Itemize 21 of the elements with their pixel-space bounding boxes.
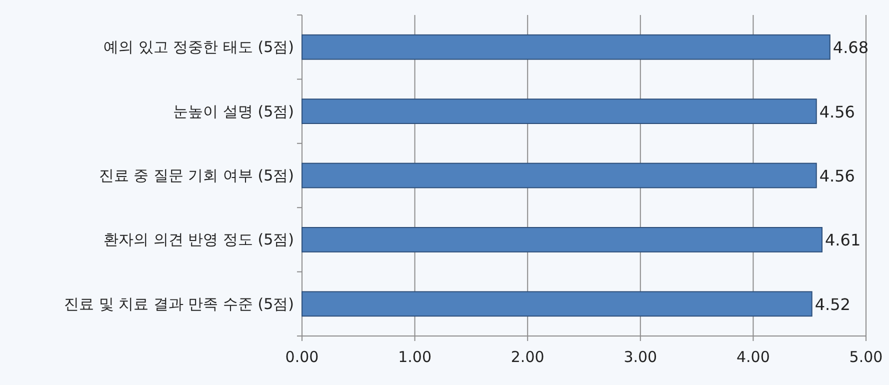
- x-tick-label: 1.00: [398, 348, 432, 366]
- x-tick-label: 3.00: [624, 348, 658, 366]
- x-tick-label: 2.00: [510, 348, 544, 366]
- x-tick-label: 4.00: [736, 348, 770, 366]
- x-tick-label: 5.00: [849, 348, 883, 366]
- data-label: 4.56: [819, 102, 855, 122]
- bar: [302, 291, 812, 317]
- x-tick-label: 0.00: [285, 348, 319, 366]
- bar: [302, 227, 823, 252]
- data-label: 4.56: [819, 166, 855, 186]
- data-label: 4.52: [814, 294, 850, 314]
- y-tick-label: 진료 및 치료 결과 만족 수준 (5점): [64, 294, 294, 313]
- bar: [302, 34, 830, 60]
- data-label: 4.68: [832, 38, 869, 58]
- y-tick-label: 예의 있고 정중한 태도 (5점): [104, 38, 294, 56]
- bar: [302, 162, 817, 188]
- data-label: 4.61: [825, 230, 861, 250]
- y-tick-label: 진료 중 질문 기회 여부 (5점): [98, 166, 294, 184]
- bar: [302, 98, 817, 124]
- y-tick-label: 환자의 의견 반영 정도 (5점): [104, 230, 294, 249]
- y-tick-label: 눈높이 설명 (5점): [173, 102, 294, 120]
